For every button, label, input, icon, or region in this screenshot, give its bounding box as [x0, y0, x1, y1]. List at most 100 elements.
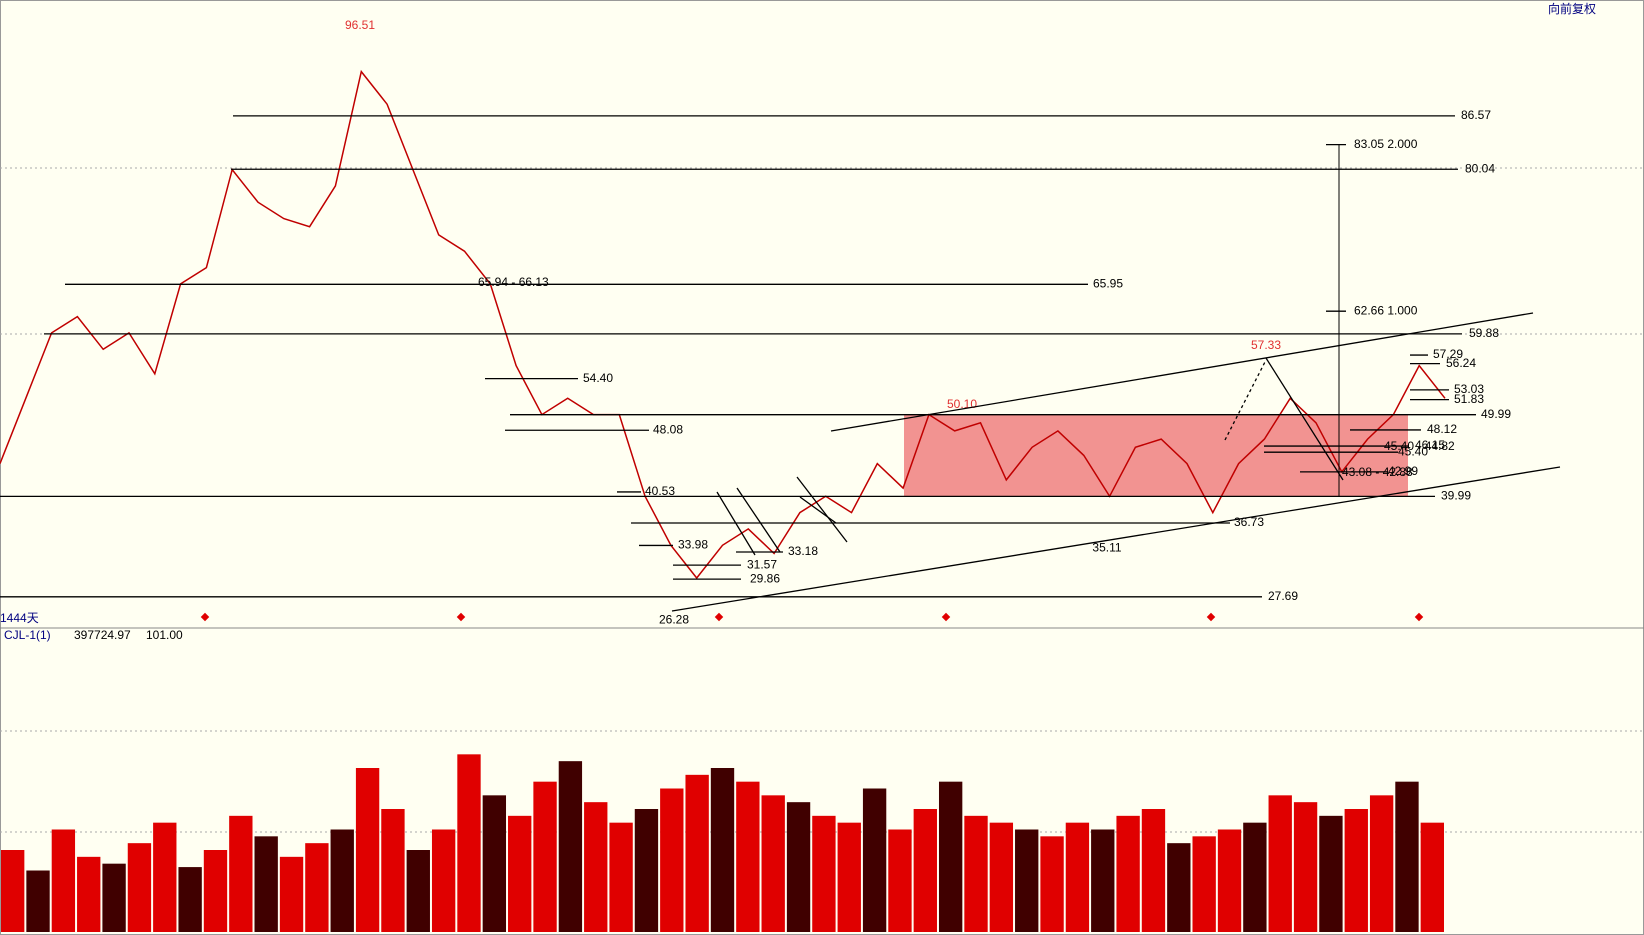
- volume-bar: [1319, 815, 1343, 932]
- level-label: 51.83: [1454, 392, 1484, 406]
- volume-bar: [888, 829, 912, 932]
- volume-bar: [1293, 802, 1318, 932]
- indicator-value: 101.00: [146, 628, 183, 642]
- volume-bar: [761, 795, 785, 932]
- volume-bar: [127, 843, 152, 932]
- annotation: 45.40 - 44.82: [1384, 439, 1455, 453]
- volume-bar: [305, 843, 329, 932]
- level-label: 57.29: [1433, 347, 1463, 361]
- volume-bar: [1268, 795, 1292, 932]
- volume-bar: [812, 815, 836, 932]
- volume-bar: [1, 850, 25, 932]
- trend-line: [796, 476, 848, 543]
- volume-bar: [203, 850, 228, 932]
- annotation: 43.08 - 42.88: [1342, 465, 1413, 479]
- level-label: 29.86: [750, 571, 780, 585]
- volume-bar: [178, 867, 202, 932]
- level-label: 46.15: [1415, 438, 1445, 452]
- level-label: 86.57: [1461, 108, 1491, 122]
- volume-bar: [1420, 822, 1444, 932]
- volume-bar: [1141, 809, 1166, 932]
- volume-bar: [862, 788, 887, 932]
- trend-line: [1265, 357, 1344, 481]
- volume-bar: [77, 856, 101, 932]
- volume-bar: [279, 856, 304, 932]
- volume-bar: [685, 774, 709, 932]
- volume-bar: [482, 795, 507, 932]
- level-label: 31.57: [747, 557, 777, 571]
- volume-bar: [229, 815, 253, 932]
- volume-bar: [786, 802, 811, 932]
- level-label: 59.88: [1469, 326, 1499, 340]
- volume-bar: [964, 815, 988, 932]
- level-label: 48.12: [1427, 422, 1457, 436]
- volume-bar: [913, 809, 937, 932]
- signal-marker: [456, 612, 466, 622]
- volume-bar: [1217, 829, 1242, 932]
- volume-bar: [1015, 829, 1039, 932]
- volume-bar: [1065, 822, 1090, 932]
- signal-marker: [941, 612, 951, 622]
- volume-bar: [989, 822, 1014, 932]
- annotation: 96.51: [345, 18, 375, 32]
- volume-bar: [1344, 809, 1368, 932]
- volume-bar: [355, 768, 380, 932]
- signal-marker: [714, 612, 724, 622]
- volume-bar: [381, 809, 405, 932]
- level-label: 42.99: [1388, 464, 1418, 478]
- trend-line: [716, 491, 756, 556]
- volume-bar: [457, 754, 481, 932]
- annotation: 57.33: [1251, 338, 1281, 352]
- volume-bar: [406, 850, 430, 932]
- annotation: 26.28: [659, 613, 689, 627]
- trend-line: [1224, 359, 1267, 441]
- level-label: 33.98: [678, 538, 708, 552]
- volume-bar: [1091, 829, 1115, 932]
- trend-line: [736, 487, 781, 553]
- volume-bar: [1167, 843, 1191, 932]
- trend-line: [799, 496, 837, 524]
- volume-bar: [710, 768, 735, 932]
- volume-bar: [634, 809, 659, 932]
- annotation: 35.11: [1092, 540, 1121, 554]
- volume-bar: [1369, 795, 1394, 932]
- volume-bar: [102, 863, 126, 932]
- volume-bar: [736, 781, 760, 932]
- signal-marker: [1206, 612, 1216, 622]
- volume-bar: [1395, 781, 1419, 932]
- indicator-name[interactable]: CJL-1(1): [4, 628, 51, 642]
- volume-bar: [508, 815, 532, 932]
- volume-bar: [330, 829, 354, 932]
- level-label: 54.40: [583, 371, 613, 385]
- level-label: 39.99: [1441, 489, 1471, 503]
- level-label: 33.18: [788, 544, 818, 558]
- volume-bar: [26, 870, 50, 932]
- signal-marker: [1414, 612, 1424, 622]
- volume-bar: [584, 802, 608, 932]
- level-label: 62.66 1.000: [1354, 303, 1418, 317]
- level-label: 56.24: [1446, 356, 1476, 370]
- adjust-label[interactable]: 向前复权: [1548, 1, 1596, 16]
- level-label: 48.08: [653, 422, 683, 436]
- volume-bar: [431, 829, 456, 932]
- volume-bar: [1116, 815, 1140, 932]
- volume-bar: [51, 829, 76, 932]
- volume-bar: [558, 761, 583, 932]
- volume-bar: [938, 781, 963, 932]
- volume-bar: [153, 822, 177, 932]
- level-label: 83.05 2.000: [1354, 137, 1418, 151]
- period-label: 1444天: [0, 611, 39, 625]
- level-label: 80.04: [1465, 161, 1495, 175]
- volume-bar: [1192, 836, 1216, 932]
- volume-bar: [609, 822, 633, 932]
- level-label: 45.40: [1398, 444, 1428, 458]
- volume-bar: [533, 781, 557, 932]
- level-label: 27.69: [1268, 589, 1298, 603]
- level-label: 53.03: [1454, 382, 1484, 396]
- volume-bar: [1040, 836, 1064, 932]
- volume-bar: [254, 836, 278, 932]
- volume-bar: [1243, 822, 1267, 932]
- volume-bar: [660, 788, 684, 932]
- annotation: 65.94 - 66.13: [478, 275, 549, 289]
- level-label: 40.53: [645, 484, 675, 498]
